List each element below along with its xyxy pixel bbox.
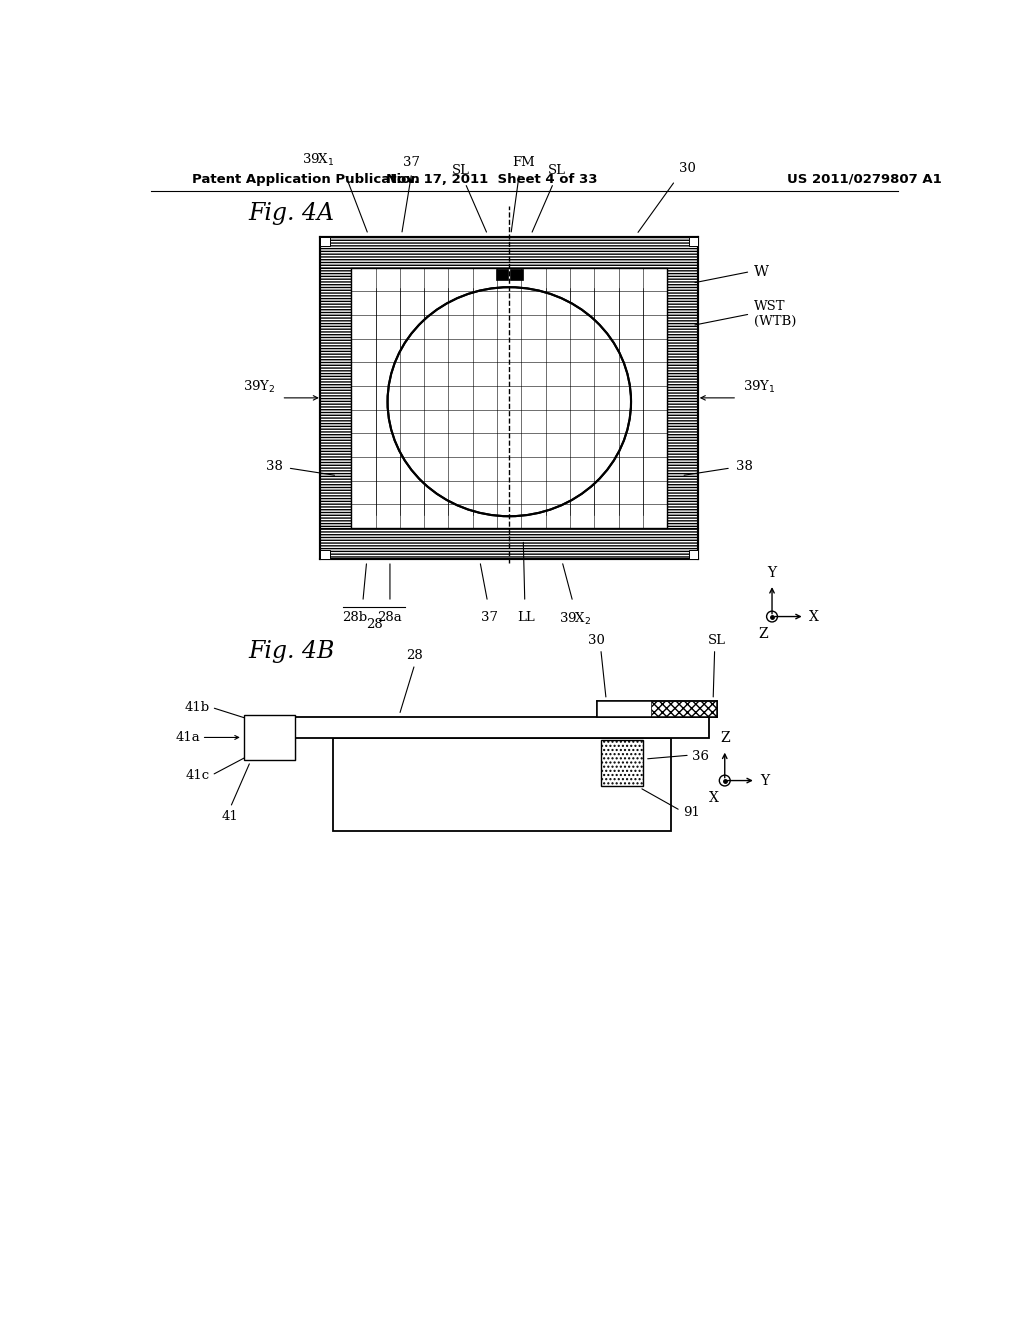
Text: 30: 30: [589, 634, 605, 647]
Bar: [496, 269, 508, 280]
Text: 38: 38: [266, 459, 283, 473]
Text: 37: 37: [403, 156, 420, 169]
Text: 28: 28: [366, 618, 383, 631]
Text: 39Y$_1$: 39Y$_1$: [743, 379, 776, 395]
Text: Y: Y: [761, 774, 769, 788]
Text: 36: 36: [692, 750, 710, 763]
Bar: [651, 701, 717, 717]
Text: 37: 37: [481, 611, 499, 624]
Text: 41c: 41c: [186, 768, 210, 781]
Text: Nov. 17, 2011  Sheet 4 of 33: Nov. 17, 2011 Sheet 4 of 33: [386, 173, 598, 186]
Text: 91: 91: [683, 805, 699, 818]
Bar: [689, 549, 698, 558]
Bar: [668, 268, 698, 528]
Text: 41: 41: [222, 810, 239, 822]
Bar: [334, 738, 671, 830]
Text: 30: 30: [679, 162, 696, 176]
Text: 28: 28: [407, 649, 423, 663]
Text: Fig. 4B: Fig. 4B: [248, 640, 335, 663]
Bar: [295, 717, 710, 738]
Text: Fig. 4A: Fig. 4A: [248, 202, 334, 226]
Text: Z: Z: [758, 627, 768, 640]
Text: WTB: WTB: [256, 718, 289, 731]
Text: US 2011/0279807 A1: US 2011/0279807 A1: [786, 173, 941, 186]
Text: Y: Y: [767, 565, 776, 579]
Text: 41b: 41b: [185, 701, 210, 714]
Bar: [601, 739, 643, 785]
Text: 28a: 28a: [378, 611, 402, 624]
Text: 39X$_1$: 39X$_1$: [302, 152, 334, 168]
Text: 38: 38: [735, 459, 753, 473]
Bar: [689, 238, 698, 246]
Text: 39X$_2$: 39X$_2$: [559, 611, 592, 627]
Text: LL: LL: [517, 611, 536, 624]
Text: W: W: [755, 264, 769, 279]
Bar: [245, 715, 295, 760]
Bar: [321, 238, 698, 558]
Ellipse shape: [387, 288, 631, 516]
Bar: [601, 739, 643, 785]
Bar: [321, 268, 351, 528]
Bar: [321, 549, 330, 558]
Bar: [321, 238, 698, 268]
Text: SL: SL: [548, 164, 566, 177]
Bar: [321, 238, 330, 246]
Text: SL: SL: [453, 164, 470, 177]
Text: Z: Z: [720, 731, 729, 744]
Text: WST
(WTB): WST (WTB): [755, 300, 797, 327]
Bar: [321, 528, 698, 558]
Text: X: X: [809, 610, 819, 623]
Text: SL: SL: [708, 634, 726, 647]
Bar: [510, 269, 523, 280]
Text: Patent Application Publication: Patent Application Publication: [191, 173, 419, 186]
Text: FM: FM: [512, 156, 535, 169]
Text: X: X: [709, 791, 719, 805]
Text: 28b: 28b: [342, 611, 368, 624]
Text: 41a: 41a: [175, 731, 200, 744]
Text: 39Y$_2$: 39Y$_2$: [243, 379, 275, 395]
Bar: [597, 701, 717, 717]
Bar: [351, 268, 668, 528]
